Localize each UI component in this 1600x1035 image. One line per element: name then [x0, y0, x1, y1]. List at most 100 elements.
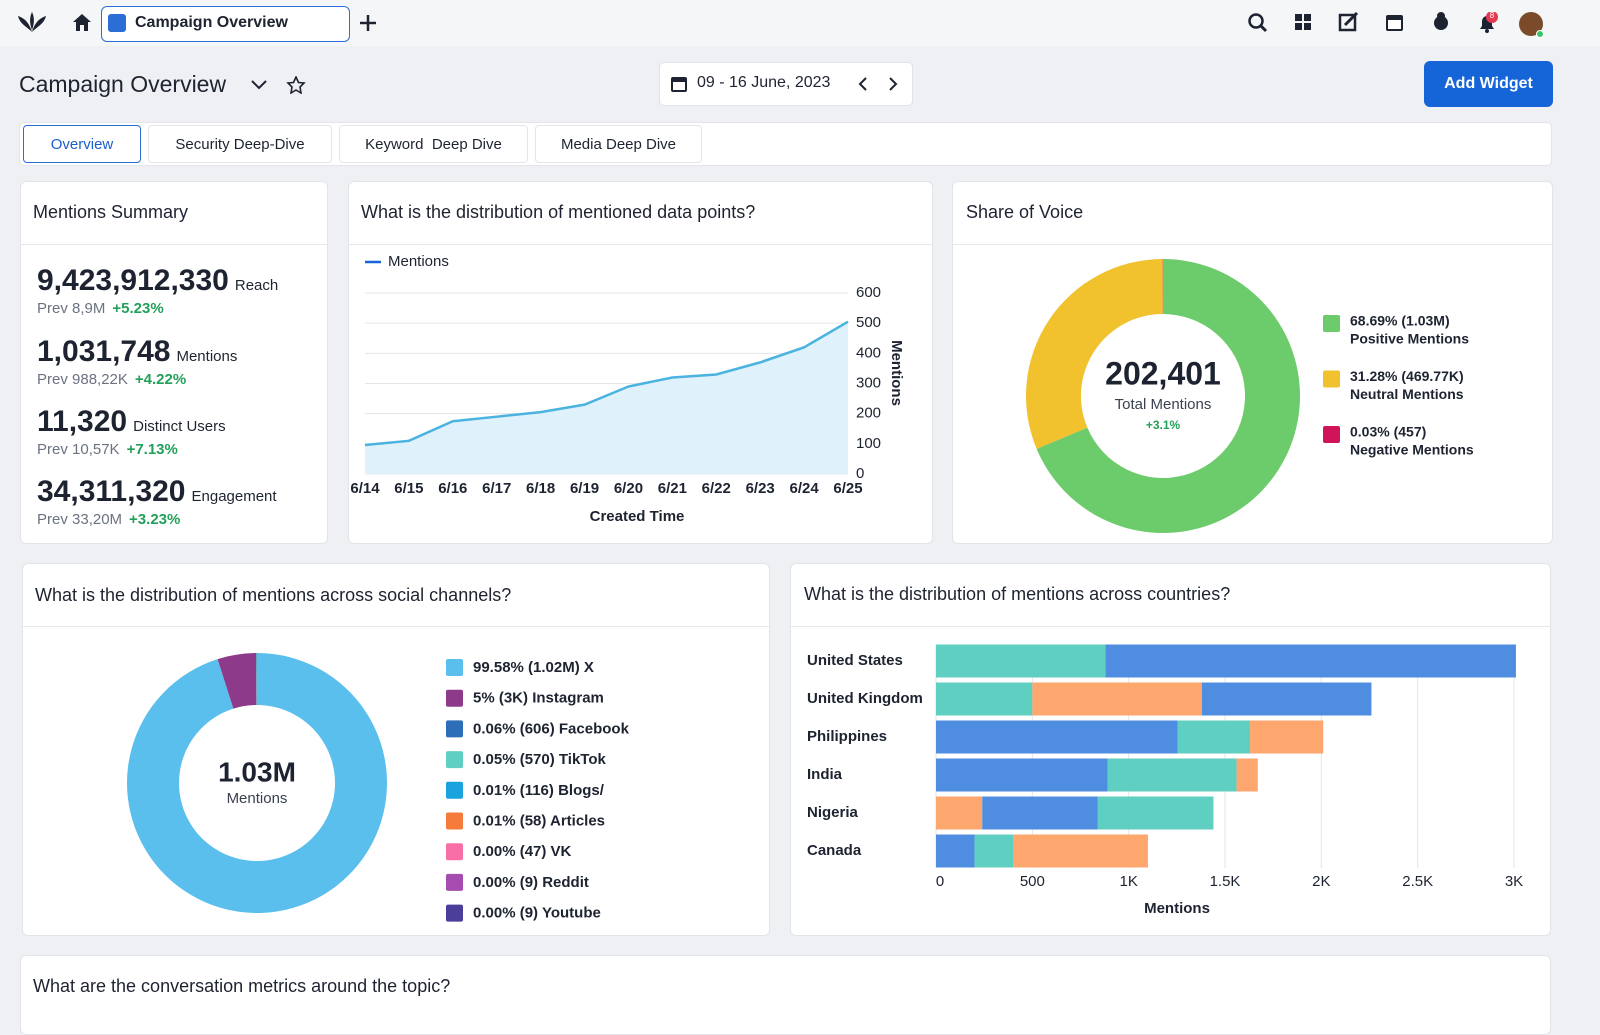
x-tick-label: 2.5K	[1402, 873, 1433, 890]
legend-label: VK	[551, 843, 572, 860]
legend-entry: 0.06% (606) Facebook	[473, 720, 630, 737]
legend-value: 5% (3K)	[473, 690, 528, 707]
legend-value: 0.00% (9)	[473, 905, 538, 922]
x-tick-label: 1.5K	[1210, 873, 1241, 890]
y-tick-label: United Kingdom	[807, 690, 923, 707]
y-tick-label: 100	[856, 435, 881, 452]
x-tick-label: 6/21	[658, 480, 687, 497]
legend-value: 0.05% (570)	[473, 751, 555, 768]
legend-swatch	[446, 720, 463, 737]
y-tick-label: 500	[856, 314, 881, 331]
bar-segment	[936, 721, 1178, 754]
y-axis-label: Mentions	[888, 340, 905, 406]
legend-label: Facebook	[559, 720, 630, 737]
y-tick-label: 600	[856, 284, 881, 301]
legend-entry: 0.01% (116) Blogs/	[473, 782, 605, 799]
x-tick-label: 6/20	[614, 480, 643, 497]
bar-segment	[936, 683, 1032, 716]
bar-segment	[1032, 683, 1202, 716]
y-tick-label: United States	[807, 652, 903, 669]
x-tick-label: 6/19	[570, 480, 599, 497]
legend-swatch	[1323, 426, 1340, 443]
x-tick-label: 6/25	[833, 480, 862, 497]
legend-value: 0.03% (457)	[1350, 424, 1426, 440]
legend-value: 0.00% (47)	[473, 843, 546, 860]
x-tick-label: 500	[1020, 873, 1045, 890]
legend-swatch	[446, 843, 463, 860]
x-tick-label: 6/22	[702, 480, 731, 497]
center-value: 202,401	[1105, 355, 1221, 391]
y-tick-label: Nigeria	[807, 804, 859, 821]
legend-label: Articles	[550, 812, 605, 829]
y-tick-label: India	[807, 766, 843, 783]
legend-label: Mentions	[388, 253, 449, 270]
legend-entry: 99.58% (1.02M) X	[473, 659, 594, 676]
bar-segment	[1013, 835, 1148, 868]
legend-label: Positive Mentions	[1350, 331, 1469, 347]
legend-label: Neutral Mentions	[1350, 386, 1464, 402]
legend-swatch	[1323, 315, 1340, 332]
x-tick-label: 6/18	[526, 480, 555, 497]
bar-segment	[1098, 797, 1214, 830]
legend-entry: 0.00% (9) Youtube	[473, 905, 601, 922]
y-tick-label: 200	[856, 405, 881, 422]
legend-label: Instagram	[532, 690, 604, 707]
legend-swatch	[446, 751, 463, 768]
legend-label: X	[584, 659, 594, 676]
bar-segment	[936, 797, 982, 830]
bar-segment	[1237, 759, 1258, 792]
bar-segment	[1250, 721, 1323, 754]
center-value: 1.03M	[218, 756, 296, 787]
bar-segment	[936, 835, 975, 868]
bar-segment	[1202, 683, 1372, 716]
legend-swatch	[446, 690, 463, 707]
legend-value: 99.58% (1.02M)	[473, 659, 580, 676]
legend-entry: 5% (3K) Instagram	[473, 690, 604, 707]
donut-slice	[1026, 259, 1163, 449]
x-tick-label: 6/15	[394, 480, 423, 497]
x-tick-label: 6/16	[438, 480, 467, 497]
x-tick-label: 6/17	[482, 480, 511, 497]
legend-swatch	[446, 659, 463, 676]
bar-segment	[936, 645, 1106, 678]
legend-swatch	[446, 905, 463, 922]
y-tick-label: 400	[856, 344, 881, 361]
legend-value: 0.06% (606)	[473, 720, 555, 737]
center-label: Total Mentions	[1115, 396, 1212, 413]
x-tick-label: 6/24	[789, 480, 819, 497]
center-change: +3.1%	[1146, 418, 1181, 432]
bar-segment	[975, 835, 1014, 868]
y-tick-label: 300	[856, 374, 881, 391]
legend-swatch	[1323, 371, 1340, 388]
legend-label: TikTok	[559, 751, 607, 768]
x-axis-label: Created Time	[590, 508, 685, 525]
legend-entry: 0.00% (47) VK	[473, 843, 572, 860]
area	[365, 322, 848, 474]
bar-segment	[982, 797, 1098, 830]
bar-segment	[1106, 645, 1516, 678]
legend-label: Youtube	[542, 905, 601, 922]
x-tick-label: 6/23	[746, 480, 775, 497]
bar-segment	[936, 759, 1107, 792]
x-axis-label: Mentions	[1144, 900, 1210, 917]
legend-entry: 0.00% (9) Reddit	[473, 874, 589, 891]
x-tick-label: 0	[936, 873, 944, 890]
legend-entry: 0.01% (58) Articles	[473, 812, 605, 829]
bar-segment	[1107, 759, 1236, 792]
x-tick-label: 6/14	[350, 480, 380, 497]
legend-entry: 0.05% (570) TikTok	[473, 751, 607, 768]
legend-label: Blogs/	[558, 782, 605, 799]
legend-value: 0.01% (116)	[473, 782, 554, 799]
legend-value: 31.28% (469.77K)	[1350, 368, 1464, 384]
legend-label: Reddit	[542, 874, 589, 891]
legend-swatch	[446, 782, 463, 799]
x-tick-label: 2K	[1312, 873, 1330, 890]
legend-swatch	[446, 813, 463, 830]
center-label: Mentions	[227, 790, 288, 807]
x-tick-label: 1K	[1119, 873, 1137, 890]
legend-swatch	[446, 874, 463, 891]
bar-segment	[1178, 721, 1250, 754]
y-tick-label: Philippines	[807, 728, 887, 745]
